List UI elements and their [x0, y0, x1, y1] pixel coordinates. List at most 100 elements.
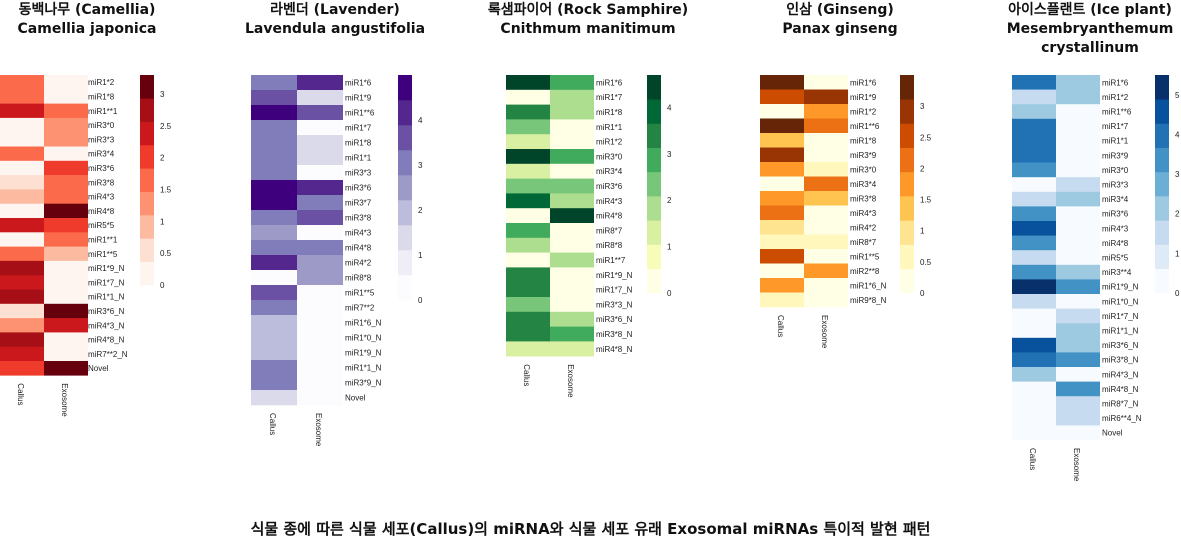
heatmap-cell — [0, 246, 44, 262]
row-label: miR1*1 — [1102, 137, 1129, 146]
row-label: miR4*3 — [1102, 224, 1129, 233]
row-label: miR8*7_N — [1102, 400, 1139, 409]
heatmap-cell — [0, 289, 44, 305]
row-label: miR1**6 — [850, 122, 880, 131]
heatmap-cell — [251, 390, 297, 406]
heatmap-lavender: miR1*6 miR1*9 miR1**6 miR1*7 miR1*8 miR1*1 miR… — [251, 75, 423, 447]
heatmap-cell — [44, 160, 88, 176]
heatmap-cell — [804, 118, 848, 134]
heatmap-cell — [0, 132, 44, 147]
heatmap-cell — [550, 282, 594, 298]
heatmap-cell — [804, 147, 848, 163]
row-label: miR3*3_N — [596, 300, 633, 309]
row-label: miR7**2_N — [88, 350, 128, 359]
heatmap-cell — [1012, 221, 1056, 236]
heatmap-cell — [760, 75, 804, 90]
row-label: miR8*8 — [596, 241, 623, 250]
heatmap-cell — [550, 223, 594, 239]
heatmap-cell — [297, 165, 343, 181]
colorbar-tick-label: 2 — [160, 154, 165, 163]
heatmap-cell — [0, 218, 44, 233]
column-label: Exosome — [60, 383, 69, 417]
row-label: Novel — [88, 364, 109, 373]
heatmap-cell — [251, 360, 297, 376]
heatmap-cell — [44, 232, 88, 247]
colorbar-tick-label: 1 — [667, 243, 672, 252]
colorbar-segment — [900, 171, 914, 197]
heatmap-cell — [1012, 323, 1056, 339]
title-scientific: Camellia japonica — [17, 21, 157, 37]
colorbar-segment — [398, 100, 412, 126]
heatmap-cell — [251, 210, 297, 226]
heatmap-cell — [804, 176, 848, 192]
heatmap-cell — [1056, 206, 1100, 222]
row-label: miR3*0 — [850, 165, 877, 174]
row-label: miR3*8 — [850, 194, 877, 203]
row-label: miR3*4 — [850, 180, 877, 189]
heatmap-cell — [251, 375, 297, 391]
heatmap-cell — [44, 332, 88, 347]
title-korean: 인삼 (Ginseng) — [786, 2, 894, 18]
colorbar-segment — [647, 171, 661, 197]
heatmap-cell — [44, 75, 88, 90]
heatmap-cell — [550, 341, 594, 357]
colorbar-segment — [900, 196, 914, 221]
title-korean: 라벤더 (Lavender) — [270, 2, 400, 18]
heatmap-cell — [297, 255, 343, 271]
colorbar-segment — [1155, 147, 1169, 173]
row-label: miR3*9_N — [345, 379, 382, 388]
colorbar-segment — [1155, 244, 1169, 270]
column-label: Callus — [16, 383, 25, 405]
colorbar-segment — [647, 123, 661, 148]
colorbar-tick-label: 3 — [1175, 170, 1180, 179]
title-scientific: Lavendula angustifolia — [244, 21, 426, 37]
heatmap-cell — [297, 375, 343, 391]
row-label: miR3*6 — [345, 184, 372, 193]
heatmap-cell — [251, 195, 297, 211]
heatmap-cell — [1056, 162, 1100, 178]
row-label: miR4*3_N — [1102, 370, 1139, 379]
colorbar: 4 3 2 1 0 — [398, 75, 423, 305]
row-label: miR1*1_N — [1102, 327, 1139, 336]
heatmap-cell — [297, 120, 343, 136]
row-label: miR1*1_N — [88, 293, 125, 302]
row-label: miR1*1 — [345, 154, 372, 163]
heatmap-cell — [1056, 294, 1100, 309]
column-label: Callus — [268, 413, 277, 435]
colorbar-segment — [398, 200, 412, 226]
heatmap-cell — [760, 133, 804, 148]
heatmap-cell — [506, 326, 550, 342]
heatmap-cell — [1012, 279, 1056, 295]
heatmap-cell — [760, 118, 804, 134]
heatmap-cell — [251, 75, 297, 91]
colorbar-tick-label: 4 — [1175, 130, 1180, 139]
colorbar-segment — [1155, 171, 1169, 197]
heatmap-cell — [251, 180, 297, 196]
heatmap-cell — [804, 104, 848, 119]
row-label: miR4*8_N — [1102, 385, 1139, 394]
colorbar-segment — [140, 75, 154, 99]
heatmap-cell — [550, 104, 594, 120]
row-label: miR1*0_N — [345, 334, 382, 343]
heatmap-cell — [251, 330, 297, 346]
colorbar-tick-label: 3 — [418, 161, 423, 170]
panel-title-camellia: 동백나무 (Camellia) Camellia japonica — [0, 1, 182, 39]
row-label: miR3*9 — [850, 151, 877, 160]
heatmap-cell — [506, 311, 550, 327]
row-label: miR3*8 — [345, 214, 372, 223]
row-label: miR3*0 — [88, 121, 115, 130]
row-label: miR2**8 — [850, 267, 880, 276]
heatmap-cell — [506, 267, 550, 283]
colorbar-segment — [398, 75, 412, 101]
row-label: miR1*2 — [850, 107, 877, 116]
heatmap-cell — [1012, 104, 1056, 120]
row-label: miR4*3 — [345, 229, 372, 238]
colorbar-tick-label: 0 — [160, 281, 165, 290]
column-label: Exosome — [1072, 448, 1081, 482]
heatmap-cell — [1012, 381, 1056, 397]
row-label: miR3*4 — [88, 150, 115, 159]
row-label: miR1*7_N — [88, 278, 125, 287]
row-label: miR4*3 — [88, 193, 115, 202]
colorbar-segment — [900, 244, 914, 270]
